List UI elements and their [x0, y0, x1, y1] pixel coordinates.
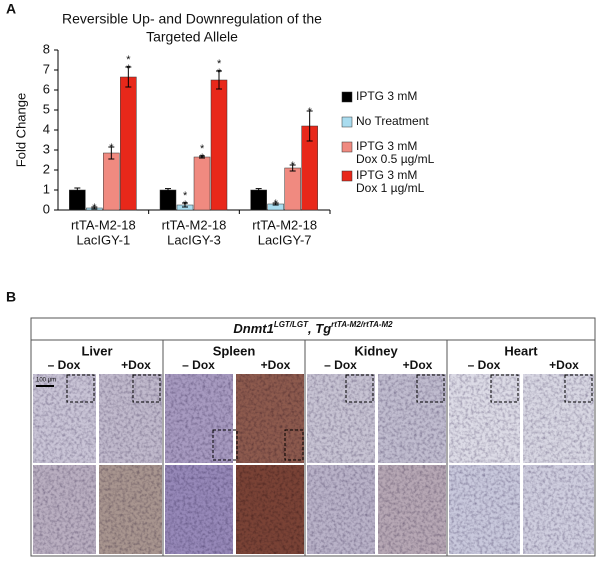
inset-box	[284, 429, 304, 461]
micrograph	[236, 465, 304, 554]
micrograph	[523, 465, 594, 554]
significance-mark: **	[196, 143, 208, 161]
y-tick-label: 3	[43, 141, 50, 156]
micrograph	[307, 465, 375, 554]
significance-mark: *	[287, 160, 299, 169]
condition-label: +Dox	[121, 358, 151, 372]
micrograph	[449, 374, 520, 463]
legend-label: IPTG 3 mM	[356, 168, 417, 182]
legend-label: Dox 1 µg/mL	[356, 181, 425, 195]
y-tick-label: 5	[43, 101, 50, 116]
chart-title: Reversible Up- and Downregulation of the	[62, 11, 322, 27]
bar	[120, 76, 137, 211]
y-tick-label: 4	[43, 121, 50, 136]
tissue-name: Spleen	[213, 343, 256, 358]
significance-mark: **	[179, 190, 191, 208]
condition-label: +Dox	[549, 358, 579, 372]
plot: 012345678rtTA-M2-18LacIGY-1****rtTA-M2-1…	[43, 41, 435, 247]
x-tick-label: LacIGY-1	[76, 232, 130, 247]
bar	[103, 152, 120, 211]
legend-swatch	[341, 116, 353, 128]
scale-label: 100 µm	[36, 378, 56, 384]
x-tick-label: LacIGY-7	[258, 232, 312, 247]
legend-label: IPTG 3 mM	[356, 89, 417, 103]
chart-title: Targeted Allele	[146, 29, 238, 45]
genotype: Dnmt1LGT/LGT, TgrtTA-M2/rtTA-M2	[233, 320, 393, 336]
y-tick-label: 7	[43, 61, 50, 76]
y-tick-label: 1	[43, 181, 50, 196]
condition-label: +Dox	[403, 358, 433, 372]
micrograph	[236, 374, 304, 463]
histology-panel: Dnmt1LGT/LGT, TgrtTA-M2/rtTA-M2 Liver– D…	[30, 317, 596, 557]
condition-label: – Dox	[468, 358, 501, 372]
micrograph	[33, 465, 96, 554]
condition-label: – Dox	[182, 358, 215, 372]
inset-box	[564, 374, 593, 403]
micrograph	[33, 374, 96, 463]
inset-box	[345, 374, 374, 403]
x-tick-label: rtTA-M2-18	[71, 217, 136, 232]
micrograph	[307, 374, 375, 463]
legend-swatch	[341, 170, 353, 182]
bar	[193, 156, 211, 211]
panel-label: A	[6, 1, 16, 17]
y-axis-label: Fold Change	[13, 93, 28, 167]
tissue-name: Liver	[81, 343, 112, 358]
micrograph	[449, 465, 520, 554]
micrograph	[99, 374, 162, 463]
bar	[210, 79, 228, 211]
condition-label: +Dox	[261, 358, 291, 372]
bar	[250, 189, 267, 211]
inset-box	[490, 374, 519, 403]
tissue-name: Kidney	[354, 343, 398, 358]
bar	[69, 189, 86, 211]
x-tick-label: rtTA-M2-18	[162, 217, 227, 232]
legend-swatch	[341, 91, 353, 103]
significance-mark: *	[88, 202, 100, 211]
significance-mark: *	[304, 106, 316, 115]
inset-box	[416, 374, 445, 403]
micrograph	[165, 465, 233, 554]
legend-label: No Treatment	[356, 114, 429, 128]
y-tick-label: 2	[43, 161, 50, 176]
y-tick-label: 0	[43, 201, 50, 216]
y-tick-label: 8	[43, 41, 50, 56]
significance-mark: **	[122, 54, 134, 72]
inset-box	[66, 374, 95, 403]
micrograph	[378, 465, 446, 554]
micrograph	[99, 465, 162, 554]
inset-box	[132, 374, 161, 403]
significance-mark: *	[105, 142, 117, 151]
condition-label: – Dox	[48, 358, 81, 372]
significance-mark: **	[213, 58, 225, 76]
micrograph	[165, 374, 233, 463]
significance-mark: *	[270, 198, 282, 207]
bar	[284, 167, 301, 211]
legend-swatch	[341, 141, 353, 153]
x-tick-label: LacIGY-3	[167, 232, 221, 247]
micrograph	[523, 374, 594, 463]
legend-label: Dox 0.5 µg/mL	[356, 152, 435, 166]
panel-label: B	[6, 289, 16, 305]
legend-label: IPTG 3 mM	[356, 139, 417, 153]
frame	[30, 317, 596, 557]
bar	[159, 189, 177, 211]
condition-label: – Dox	[324, 358, 357, 372]
inset-box	[212, 429, 238, 461]
x-tick-label: rtTA-M2-18	[252, 217, 317, 232]
micrograph	[378, 374, 446, 463]
tissue-name: Heart	[504, 343, 538, 358]
y-tick-label: 6	[43, 81, 50, 96]
